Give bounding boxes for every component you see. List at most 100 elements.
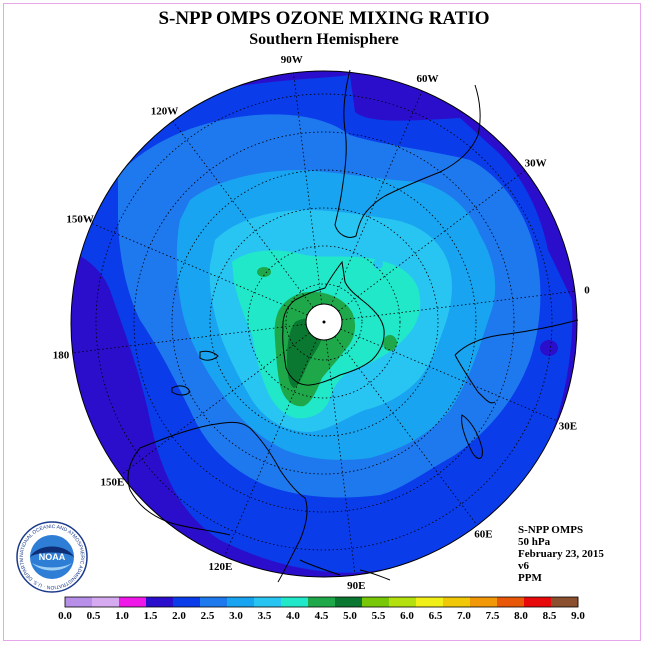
- contour-patch-3-5: [373, 259, 383, 269]
- longitude-label: 90W: [281, 54, 303, 66]
- meridian-line: [341, 290, 576, 321]
- coast-indonesia: [299, 559, 391, 581]
- colorbar-tick-label: 2.0: [172, 610, 186, 622]
- coast-madagascar: [461, 414, 483, 459]
- colorbar-swatch: [335, 597, 363, 607]
- latitude-circle: [171, 169, 477, 475]
- colorbar-tick-label: 4.0: [286, 610, 300, 622]
- latitude-circle: [247, 245, 401, 399]
- info-instrument: S-NPP OMPS: [518, 524, 584, 536]
- colorbar-swatch: [65, 597, 93, 607]
- colorbar-tick-label: 7.0: [457, 610, 471, 622]
- colorbar-swatch: [443, 597, 471, 607]
- longitude-label: 60W: [417, 73, 439, 85]
- colorbar-swatches: [65, 597, 579, 607]
- logo-text: NOAA: [39, 552, 66, 562]
- meridian-line: [72, 323, 307, 354]
- latitude-circle: [209, 207, 439, 437]
- colorbar-tick-label: 1.0: [115, 610, 129, 622]
- coastlines: [127, 69, 579, 583]
- colorbar-swatch: [470, 597, 498, 607]
- colorbar-tick-label: 6.5: [429, 610, 443, 622]
- logo-wave: [32, 563, 72, 571]
- map-boundary: [70, 70, 578, 578]
- longitude-label: 30W: [525, 158, 547, 170]
- colorbar-swatch: [416, 597, 444, 607]
- meridian-line: [330, 88, 424, 306]
- colorbar-swatch: [389, 597, 417, 607]
- contour-patch-4-5-a: [257, 267, 271, 277]
- colorbar-swatch: [173, 597, 201, 607]
- colorbar-tick-label: 3.5: [258, 610, 272, 622]
- coast-south-america: [334, 69, 481, 238]
- meridian-line: [340, 328, 558, 422]
- figure-frame: [3, 3, 641, 641]
- colorbar-swatch: [119, 597, 147, 607]
- colorbar-tick-label: 0.0: [58, 610, 72, 622]
- colorbar-tick-label: 6.0: [400, 610, 414, 622]
- south-pole-marker: [322, 320, 326, 324]
- colorbar-tick-label: 0.5: [87, 610, 101, 622]
- contour-patch-1-5: [540, 340, 558, 356]
- colorbar-tick-label: 8.5: [543, 610, 557, 622]
- longitude-label: 60E: [474, 529, 492, 541]
- colorbar-swatch: [146, 597, 174, 607]
- meridian-line: [90, 222, 308, 316]
- info-units: PPM: [518, 572, 542, 584]
- latitude-circle: [95, 93, 553, 551]
- longitude-label: 0: [584, 285, 590, 297]
- colorbar-tick-label: 7.5: [486, 610, 500, 622]
- longitude-label: 150W: [66, 213, 94, 225]
- meridian-line: [224, 338, 318, 556]
- noaa-logo: NATIONAL OCEANIC AND ATMOSPHERIC ADMINIS…: [16, 521, 88, 593]
- latitude-circle: [133, 131, 515, 513]
- colorbar-swatch: [92, 597, 120, 607]
- colorbar-swatch: [524, 597, 552, 607]
- meridian-line: [334, 336, 477, 525]
- colorbar-tick-label: 2.5: [201, 610, 215, 622]
- meridian-line: [292, 70, 323, 305]
- info-level: 50 hPa: [518, 536, 551, 548]
- longitude-label: 150E: [100, 476, 124, 488]
- colorbar-tick-label: 3.0: [229, 610, 243, 622]
- page-subtitle: Southern Hemisphere: [249, 31, 399, 48]
- graticule: [72, 70, 576, 574]
- colorbar-swatch: [308, 597, 336, 607]
- info-date: February 23, 2015: [518, 548, 604, 560]
- latitude-circle: [285, 283, 363, 361]
- colorbar-swatch: [281, 597, 309, 607]
- colorbar-tick-label: 4.5: [315, 610, 329, 622]
- colorbar-swatch: [362, 597, 390, 607]
- coast-africa: [454, 319, 579, 404]
- contour-patch-4-5-b: [383, 335, 397, 351]
- info-block: S-NPP OMPS 50 hPa February 23, 2015 v6 P…: [518, 524, 604, 584]
- longitude-label: 120E: [209, 561, 233, 573]
- colorbar-tick-label: 9.0: [571, 610, 585, 622]
- logo-bird-upper: [30, 546, 74, 557]
- longitude-labels: 90W 60W 30W 0 30E 60E 90E 120E 150E 180 150W 120W: [53, 54, 591, 592]
- meridian-line: [121, 332, 310, 475]
- colorbar-tick-label: 5.0: [343, 610, 357, 622]
- meridian-line: [171, 119, 314, 308]
- longitude-label: 180: [53, 349, 70, 361]
- longitude-label: 120W: [151, 105, 179, 117]
- colorbar-swatch: [551, 597, 579, 607]
- longitude-label: 90E: [347, 580, 365, 592]
- page-title: S-NPP OMPS OZONE MIXING RATIO: [158, 8, 490, 29]
- coast-antarctica: [282, 260, 385, 386]
- coast-australia: [127, 421, 308, 583]
- colorbar-tick-label: 1.5: [144, 610, 158, 622]
- coast-new-zealand: [171, 350, 219, 396]
- colorbar-tick-label: 8.0: [514, 610, 528, 622]
- colorbar-swatch: [497, 597, 525, 607]
- colorbar-tick-labels: 0.0 0.5 1.0 1.5 2.0 2.5 3.0 3.5 4.0 4.5 5.0 5.5 6.0 6…: [58, 610, 585, 622]
- colorbar-border: [64, 596, 579, 608]
- colorbar-swatch: [254, 597, 282, 607]
- colorbar-tick-label: 5.5: [372, 610, 386, 622]
- info-version: v6: [518, 560, 529, 572]
- meridian-line: [325, 339, 356, 574]
- colorbar-swatch: [227, 597, 255, 607]
- longitude-label: 30E: [559, 421, 577, 433]
